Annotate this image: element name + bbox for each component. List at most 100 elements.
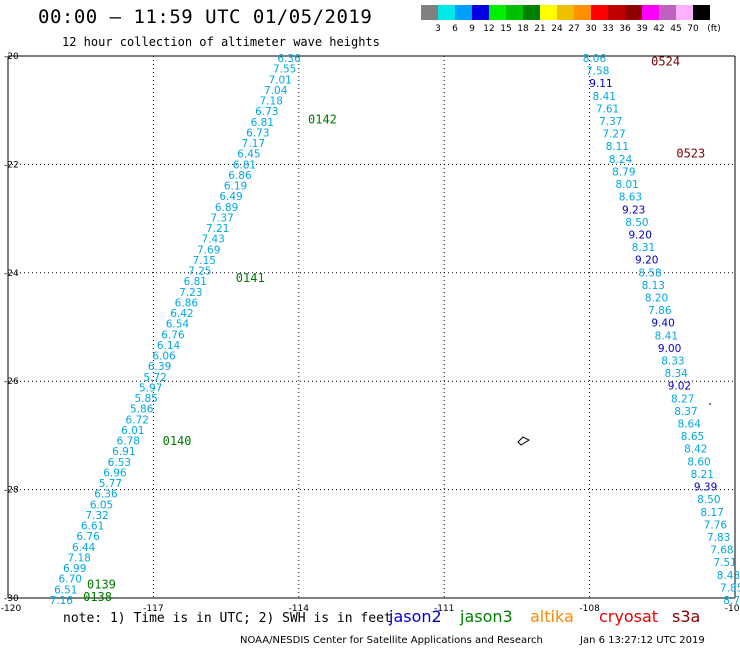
wave-height-value: 8.41 — [655, 330, 678, 342]
lat-tick-label: -28 — [4, 486, 19, 496]
wave-height-value: 7.27 — [602, 129, 625, 141]
legend-swatch — [472, 5, 489, 20]
wave-height-value: 8.27 — [671, 393, 694, 405]
pass-label: 0139 — [87, 577, 116, 591]
wave-height-value: 7.61 — [596, 103, 619, 115]
legend-tick-label: 15 — [500, 24, 512, 34]
wave-height-value: 8.58 — [638, 267, 661, 279]
wave-height-value: 6.45 — [237, 149, 260, 161]
wave-height-value: 7.68 — [710, 545, 733, 557]
wave-height-value: 6.73 — [255, 106, 278, 118]
map-grid — [7, 55, 736, 599]
wave-height-value: 8.70 — [723, 595, 740, 607]
legend-tick-label: 12 — [483, 24, 495, 34]
satellite-jason3: jason3 — [460, 607, 513, 626]
satellite-s3a: s3a — [672, 607, 701, 626]
legend-swatch — [676, 5, 693, 20]
wave-height-value: 6.61 — [81, 521, 104, 533]
legend-tick-label: 24 — [551, 24, 563, 34]
track-cryosat: 8.067.589.118.417.617.377.278.118.248.79… — [583, 53, 740, 607]
wave-height-value: 6.96 — [103, 467, 127, 479]
wave-height-value: 7.86 — [648, 305, 672, 317]
wave-height-value: 6.99 — [63, 563, 86, 575]
wave-height-value: 9.02 — [668, 381, 691, 393]
wave-height-value: 6.06 — [152, 351, 176, 363]
lon-tick-label: -108 — [579, 604, 600, 614]
lon-tick-label: -117 — [143, 604, 163, 614]
wave-height-value: 6.91 — [112, 446, 135, 458]
wave-height-value: 5.97 — [139, 382, 162, 394]
legend-tick-label: 36 — [619, 24, 631, 34]
wave-height-value: 6.86 — [228, 170, 252, 182]
wave-height-value: 6.54 — [166, 319, 190, 331]
wave-height-value: 7.23 — [179, 287, 202, 299]
legend-swatch — [693, 5, 710, 20]
wave-height-value: 6.78 — [117, 436, 140, 448]
lon-tick-label: -105 — [725, 604, 740, 614]
wave-height-value: 6.81 — [251, 117, 274, 129]
lon-tick-label: -111 — [434, 604, 454, 614]
wave-height-value: 7.85 — [720, 582, 740, 594]
wave-height-value: 6.36 — [277, 53, 301, 65]
wave-height-value: 8.50 — [625, 217, 648, 229]
legend-unit: (ft) — [707, 24, 721, 34]
legend-swatch — [455, 5, 472, 20]
wave-height-value: 7.76 — [704, 519, 728, 531]
legend-tick-label: 18 — [517, 24, 529, 34]
legend-tick-label: 33 — [602, 24, 614, 34]
credit-line: NOAA/NESDIS Center for Satellite Applica… — [240, 635, 543, 646]
satellite-cryosat: cryosat — [599, 607, 659, 626]
pass-label: 0138 — [83, 590, 112, 604]
wave-height-value: 6.70 — [59, 574, 82, 586]
wave-height-value: 8.24 — [609, 154, 633, 166]
legend-swatch — [608, 5, 625, 20]
wave-height-value: 6.44 — [72, 542, 96, 554]
wave-height-value: 7.15 — [193, 255, 216, 267]
lat-tick-label: -24 — [4, 269, 19, 279]
wave-height-value: 8.06 — [583, 53, 607, 65]
legend-swatch — [540, 5, 557, 20]
generated-timestamp: Jan 6 13:27:12 UTC 2019 — [580, 635, 705, 646]
island-marker — [517, 436, 531, 446]
wave-height-value: 7.18 — [67, 552, 90, 564]
wave-height-value: 8.65 — [681, 431, 704, 443]
pass-label: 0140 — [163, 434, 192, 448]
wave-height-value: 7.69 — [197, 244, 220, 256]
wave-height-value: 8.11 — [606, 141, 629, 153]
wave-height-value: 5.72 — [143, 372, 166, 384]
wave-height-value: 7.17 — [242, 138, 265, 150]
wave-height-value: 6.14 — [157, 340, 181, 352]
wave-height-value: 6.42 — [170, 308, 193, 320]
wave-height-value: 9.11 — [589, 78, 612, 90]
wave-height-value: 9.23 — [622, 204, 645, 216]
wave-height-value: 6.39 — [148, 361, 171, 373]
wave-height-value: 7.25 — [188, 266, 211, 278]
wave-height-value: 6.36 — [94, 489, 118, 501]
legend-tick-label: 70 — [687, 24, 699, 34]
wave-height-value: 6.51 — [54, 584, 77, 596]
legend-tick-label: 30 — [585, 24, 597, 34]
wave-height-value: 8.31 — [632, 242, 655, 254]
pass-label: 0524 — [651, 54, 680, 68]
wave-height-value: 7.04 — [264, 85, 288, 97]
footer-note: note: 1) Time is in UTC; 2) SWH is in fe… — [63, 611, 392, 626]
wave-height-value: 6.81 — [233, 159, 256, 171]
legend-tick-label: 3 — [435, 24, 441, 34]
altimeter-tracks: 6.367.557.017.047.186.736.816.737.176.45… — [50, 53, 740, 607]
pass-label: 0142 — [308, 112, 337, 126]
wave-height-value: 8.41 — [593, 91, 616, 103]
legend-tick-label: 21 — [534, 24, 546, 34]
satellite-altika: altika — [530, 607, 574, 626]
wave-height-value: 8.13 — [642, 280, 665, 292]
pass-label: 0523 — [676, 147, 705, 161]
wave-height-value: 7.51 — [713, 557, 736, 569]
wave-height-value: 5.77 — [99, 478, 122, 490]
wave-height-value: 8.20 — [645, 292, 668, 304]
wave-height-value: 8.42 — [684, 444, 707, 456]
wave-height-value: 6.19 — [224, 181, 247, 193]
wave-height-value: 6.05 — [90, 499, 113, 511]
wave-height-value: 6.76 — [161, 329, 185, 341]
wave-height-value: 8.60 — [687, 456, 710, 468]
wave-height-value: 9.20 — [635, 255, 658, 267]
